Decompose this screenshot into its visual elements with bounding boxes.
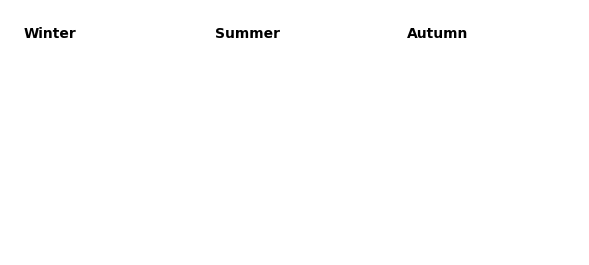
Text: Winter: Winter [24,27,77,41]
Text: Autumn: Autumn [406,27,468,41]
Text: Summer: Summer [215,27,280,41]
